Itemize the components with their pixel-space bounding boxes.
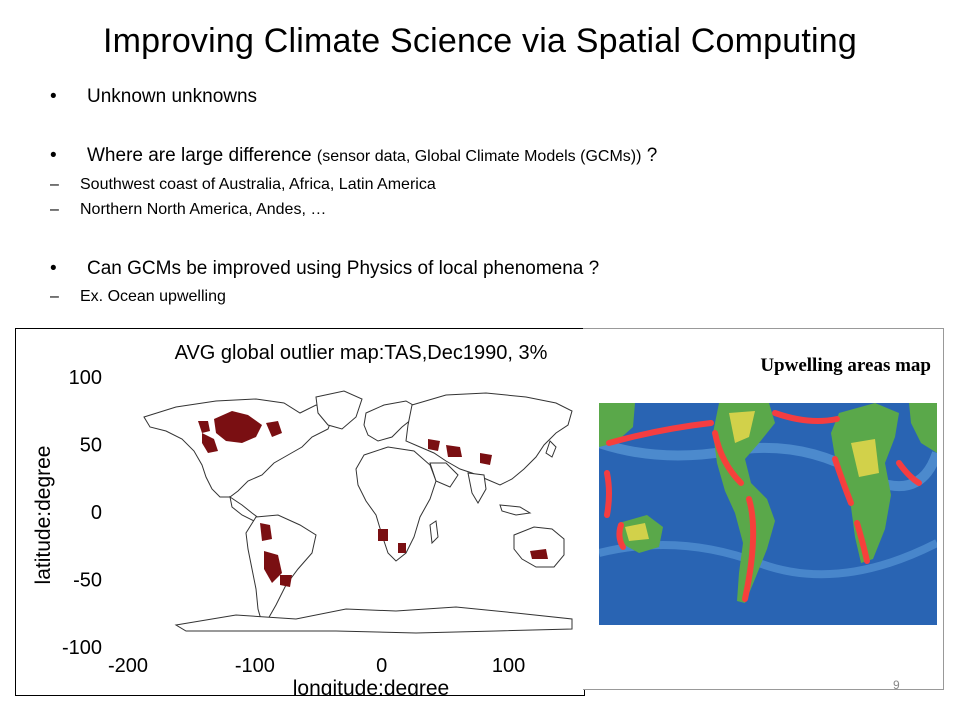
page-number: 9 xyxy=(893,678,900,692)
y-tick-label: 100 xyxy=(69,367,102,389)
upwelling-zone-arabian xyxy=(896,460,922,486)
land-asia-east-right xyxy=(909,403,937,453)
outlier-map-plot: AVG global outlier map:TAS,Dec1990, 3% 1… xyxy=(32,342,573,695)
island-japan xyxy=(545,440,557,458)
slide-title: Improving Climate Science via Spatial Co… xyxy=(103,22,857,60)
outlier-region-canada xyxy=(214,411,262,443)
y-tick-label: 50 xyxy=(80,435,102,457)
land-highlight xyxy=(625,523,649,541)
bullet-text: Can GCMs be improved using Physics of lo… xyxy=(87,258,600,279)
continent-africa xyxy=(355,446,437,562)
outlier-region-central-asia xyxy=(446,445,462,457)
y-tick-label: 0 xyxy=(91,502,102,524)
land-highlight xyxy=(729,411,755,443)
land-americas xyxy=(713,403,775,603)
y-tick-label: -100 xyxy=(62,637,102,659)
x-tick-label: 0 xyxy=(376,655,387,677)
upwelling-zone-benguela xyxy=(854,520,870,564)
outlier-region-siberia xyxy=(428,439,440,451)
upwelling-map-title: Upwelling areas map xyxy=(760,355,931,376)
outlier-regions xyxy=(198,411,548,587)
x-tick-labels: -200 -100 0 100 xyxy=(108,655,525,677)
upwelling-zone-north-pacific xyxy=(606,420,714,446)
bullet-text: Where are large difference (sensor data,… xyxy=(87,145,657,167)
bullet-text-main: Where are large difference xyxy=(87,145,317,166)
sub-bullet-text: Northern North America, Andes, … xyxy=(80,201,327,218)
continent-north-america xyxy=(143,398,335,498)
land-highlight xyxy=(851,439,879,477)
continent-arabia xyxy=(429,462,459,488)
sub-bullet-text: Southwest coast of Australia, Africa, La… xyxy=(80,176,436,193)
continent-australia xyxy=(513,526,565,568)
sub-bullet-dash: – xyxy=(50,201,59,218)
land-asia-east xyxy=(599,403,635,447)
upwelling-zone-california xyxy=(712,430,744,486)
continent-europe xyxy=(363,400,421,442)
coastline-map xyxy=(143,390,573,634)
land-highlights xyxy=(625,411,879,541)
continent-india xyxy=(467,472,487,504)
islands-indonesia xyxy=(499,504,532,516)
outlier-region-patagonia xyxy=(280,575,292,587)
upwelling-zone-canary xyxy=(832,456,854,506)
island-madagascar xyxy=(429,520,439,545)
land-europe-africa xyxy=(831,403,899,563)
sub-bullet-text: Ex. Ocean upwelling xyxy=(80,288,226,305)
x-tick-label: 100 xyxy=(492,655,525,677)
x-tick-label: -100 xyxy=(235,655,275,677)
upwelling-zone-peru-chile xyxy=(742,496,757,602)
upwelling-zones xyxy=(604,410,922,602)
y-axis-label: latitude:degree xyxy=(32,446,55,585)
x-tick-label: -200 xyxy=(108,655,148,677)
outlier-region-alaska xyxy=(198,421,210,433)
continent-greenland xyxy=(315,390,363,430)
ocean-ridge xyxy=(599,438,937,492)
upwelling-zone-west-australia xyxy=(616,522,626,550)
outlier-region-africa-south xyxy=(378,529,388,541)
bullet-dot: • xyxy=(50,86,57,107)
outlier-region-australia xyxy=(530,549,548,559)
y-tick-label: -50 xyxy=(73,570,102,592)
sub-bullet-dash: – xyxy=(50,288,59,305)
y-tick-labels: 100 50 0 -50 -100 xyxy=(62,367,102,659)
bullet-text: Unknown unknowns xyxy=(87,86,258,107)
outlier-region-andes-central xyxy=(264,551,282,583)
bullet-text-parenthetical: (sensor data, Global Climate Models (GCM… xyxy=(316,148,642,165)
sub-bullet-dash: – xyxy=(50,176,59,193)
x-axis-label: longitude:degree xyxy=(293,677,449,695)
upwelling-map-panel: Upwelling areas map xyxy=(583,328,944,690)
bullet-dot: • xyxy=(50,258,57,279)
outlier-region-north-america-west xyxy=(202,433,218,453)
outlier-region-africa-east xyxy=(398,543,406,553)
outlier-map-panel: AVG global outlier map:TAS,Dec1990, 3% 1… xyxy=(15,328,585,696)
upwelling-map-image xyxy=(599,403,937,625)
upwelling-zone-east-pacific xyxy=(604,470,612,518)
landmasses xyxy=(599,403,937,603)
outlier-region-andes-north xyxy=(260,523,272,541)
outlier-region-east-asia xyxy=(480,453,492,465)
outlier-map-title: AVG global outlier map:TAS,Dec1990, 3% xyxy=(175,342,548,364)
continent-antarctica xyxy=(174,606,573,634)
bullet-dot: • xyxy=(50,145,57,166)
upwelling-zone-north-atlantic xyxy=(772,410,840,424)
continent-asia xyxy=(405,392,573,486)
outlier-region-canada-east xyxy=(266,421,282,437)
bullet-text-tail: ? xyxy=(641,145,658,166)
